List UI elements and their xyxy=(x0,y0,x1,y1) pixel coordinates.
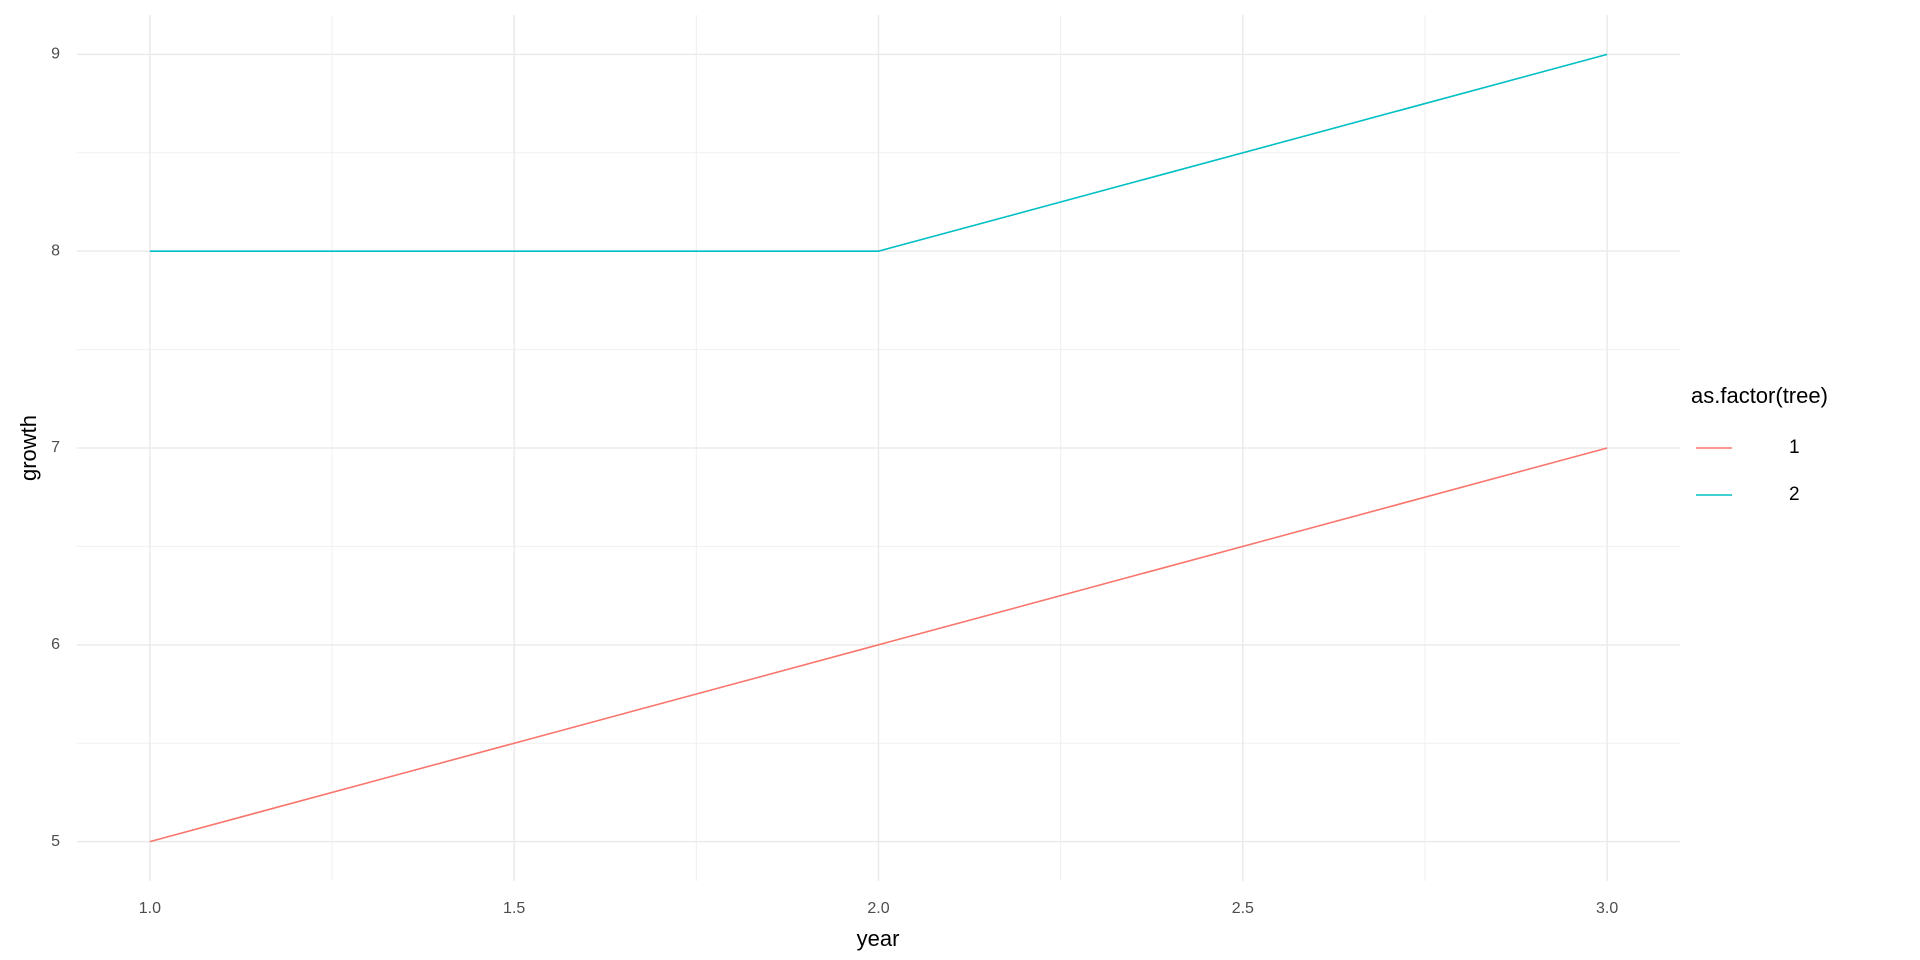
y-tick-label: 6 xyxy=(51,636,60,653)
x-tick-label: 1.0 xyxy=(139,900,161,917)
x-tick-label: 2.0 xyxy=(867,900,889,917)
y-tick-label: 7 xyxy=(51,439,60,456)
legend-title: as.factor(tree) xyxy=(1691,383,1828,408)
x-tick-label: 1.5 xyxy=(503,900,525,917)
grid xyxy=(77,15,1680,881)
line xyxy=(149,447,1608,843)
legend-label: 1 xyxy=(1789,437,1800,458)
legend-label: 2 xyxy=(1789,484,1800,505)
y-tick-label: 9 xyxy=(51,46,60,63)
y-axis-title: growth xyxy=(16,415,41,481)
x-tick-label: 2.5 xyxy=(1232,900,1254,917)
x-tick-label: 3.0 xyxy=(1596,900,1618,917)
y-tick-label: 5 xyxy=(51,833,60,850)
x-axis-title: year xyxy=(857,926,900,951)
line xyxy=(149,53,1608,252)
y-tick-label: 8 xyxy=(51,242,60,259)
